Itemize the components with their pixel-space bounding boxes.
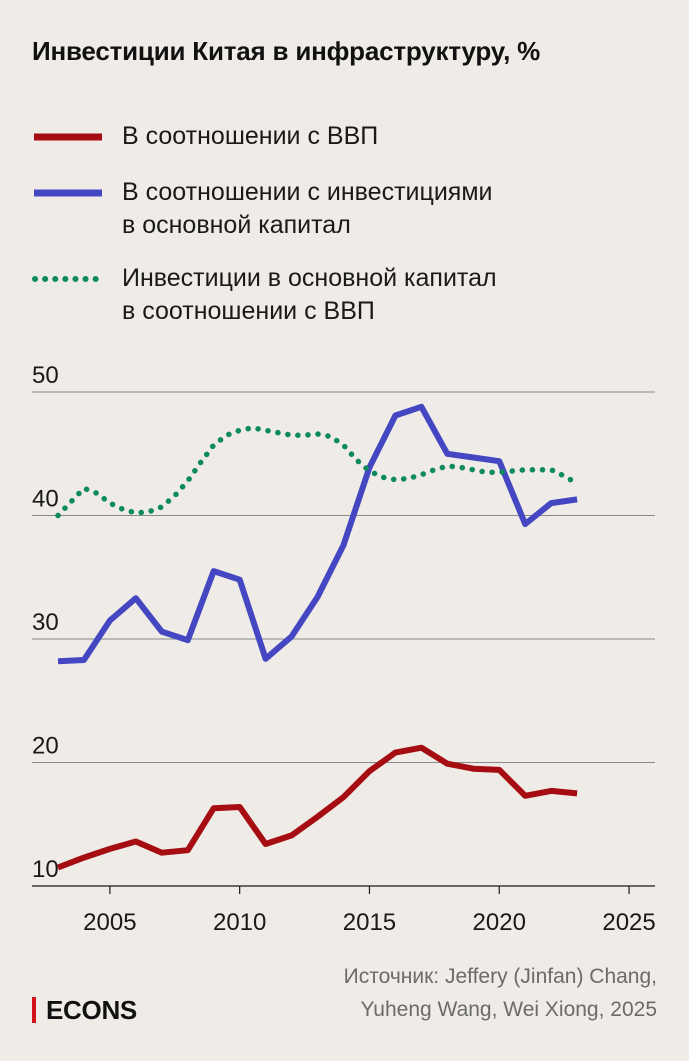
legend-label-fixed-investment-gdp: Инвестиции в основной капитал в соотноше… — [122, 264, 497, 325]
legend-swatch-gdp — [34, 133, 102, 141]
x-axis: 2005 2010 2015 2020 2025 — [32, 885, 656, 936]
series-fixed-capital-share-line — [57, 403, 578, 665]
brand-bar — [32, 997, 36, 1023]
y-tick-label-20: 20 — [32, 733, 59, 760]
legend-label-gdp: В соотношении с ВВП — [122, 122, 379, 150]
x-tick-label-2020: 2020 — [473, 909, 526, 936]
y-tick-label-10: 10 — [32, 856, 59, 883]
series-fixed-investment-gdp-line — [55, 425, 580, 519]
legend-swatch-fixed-investment-gdp — [32, 276, 104, 282]
grid-lines — [32, 391, 655, 763]
legend-swatch-fixed-capital-share — [34, 189, 102, 197]
source-note: Источник: Jeffery (Jinfan) Chang, Yuheng… — [343, 965, 657, 1021]
x-tick-label-2015: 2015 — [343, 909, 396, 936]
y-tick-label-30: 30 — [32, 609, 59, 636]
y-tick-label-50: 50 — [32, 362, 59, 389]
legend-label-fixed-capital-share: В соотношении с инвестициями в основной … — [122, 178, 493, 239]
brand-name: ECONS — [46, 995, 137, 1025]
x-tick-label-2025: 2025 — [602, 909, 655, 936]
y-tick-label-40: 40 — [32, 486, 59, 513]
y-axis-ticks: 10 20 30 40 50 — [32, 362, 59, 883]
page-title: Инвестиции Китая в инфраструктуру, % — [32, 36, 541, 66]
line-chart: 10 20 30 40 50 2005 2010 2015 2020 2025 — [32, 362, 656, 936]
series-lines — [55, 403, 580, 871]
series-gdp-line — [56, 744, 578, 871]
x-tick-label-2005: 2005 — [83, 909, 136, 936]
x-tick-label-2010: 2010 — [213, 909, 266, 936]
